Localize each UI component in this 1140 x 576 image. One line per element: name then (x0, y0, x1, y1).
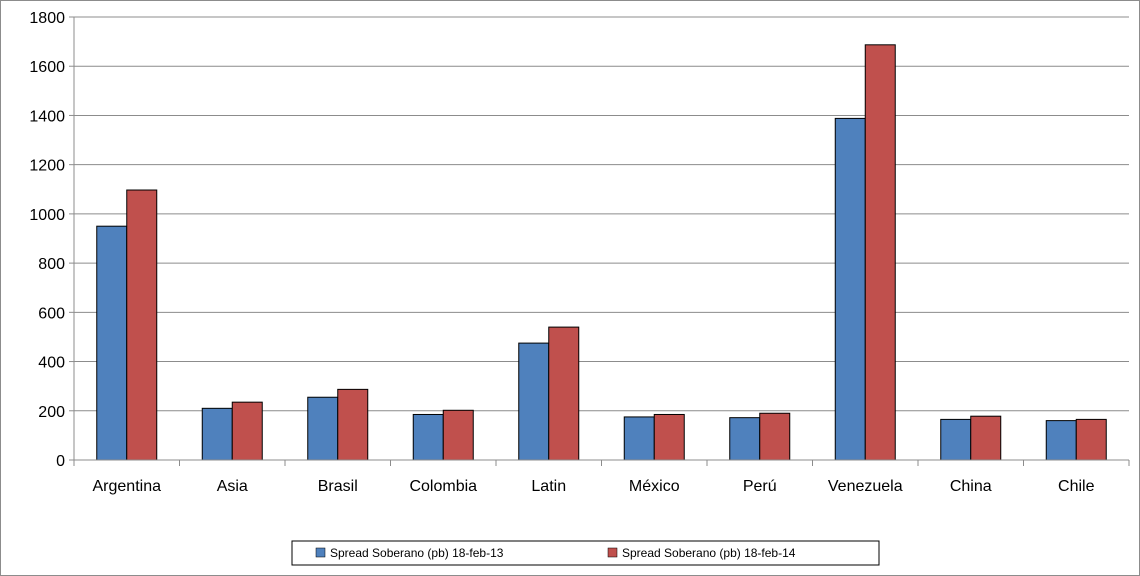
bar-series-1 (307, 396, 339, 461)
bar-series-2 (1075, 418, 1107, 461)
x-tick-label: China (950, 478, 992, 495)
x-tick-label: Venezuela (828, 478, 903, 495)
bar-series-2 (653, 413, 685, 461)
y-tick-label: 0 (56, 453, 65, 470)
bar-series-2 (231, 401, 263, 461)
y-tick-label: 800 (38, 256, 65, 273)
x-tick-label: Perú (743, 478, 777, 495)
bar-series-2 (970, 415, 1002, 461)
bar-series-2 (126, 189, 158, 461)
bar-series-2 (337, 388, 369, 461)
x-tick-label: Brasil (318, 478, 358, 495)
gridlines (74, 16, 1129, 412)
y-tick-label: 400 (38, 355, 65, 372)
bar-series-2 (864, 44, 896, 461)
y-tick-label: 1800 (29, 10, 65, 27)
bar-series-1 (834, 117, 866, 461)
legend-label: Spread Soberano (pb) 18-feb-13 (330, 546, 504, 560)
x-tick-label: Asia (217, 478, 248, 495)
legend-swatch (607, 547, 618, 558)
y-tick-label: 600 (38, 305, 65, 322)
axes (69, 16, 1130, 466)
y-tick-label: 1600 (29, 59, 65, 76)
y-tick-label: 1200 (29, 158, 65, 175)
y-tick-label: 200 (38, 404, 65, 421)
x-tick-label: Latin (531, 478, 566, 495)
tick-labels: 0 200 400 600 800 1000 1200 1400 1600 1800 Argenti… (29, 10, 1094, 495)
bar-series-1 (518, 342, 550, 461)
x-tick-label: Colombia (409, 478, 477, 495)
legend-swatch (315, 547, 326, 558)
x-tick-label: Argentina (93, 478, 162, 495)
bar-series-2 (442, 409, 474, 461)
bar-series-1 (623, 416, 655, 461)
bar-series-1 (201, 407, 233, 461)
x-tick-label: Chile (1058, 478, 1095, 495)
bar-series-1 (412, 413, 444, 461)
bar-series-1 (96, 225, 128, 461)
y-tick-label: 1400 (29, 108, 65, 125)
bar-series-1 (940, 418, 972, 461)
y-tick-label: 1000 (29, 207, 65, 224)
legend-label: Spread Soberano (pb) 18-feb-14 (622, 546, 796, 560)
x-tick-label: México (629, 478, 680, 495)
bar-series-1 (1045, 420, 1077, 461)
legend: Spread Soberano (pb) 18-feb-13 Spread Sob… (291, 540, 880, 566)
legend-box (291, 540, 880, 566)
bars (96, 44, 1107, 461)
bar-series-1 (729, 417, 761, 461)
bar-series-2 (759, 412, 791, 461)
bar-series-2 (548, 326, 580, 461)
